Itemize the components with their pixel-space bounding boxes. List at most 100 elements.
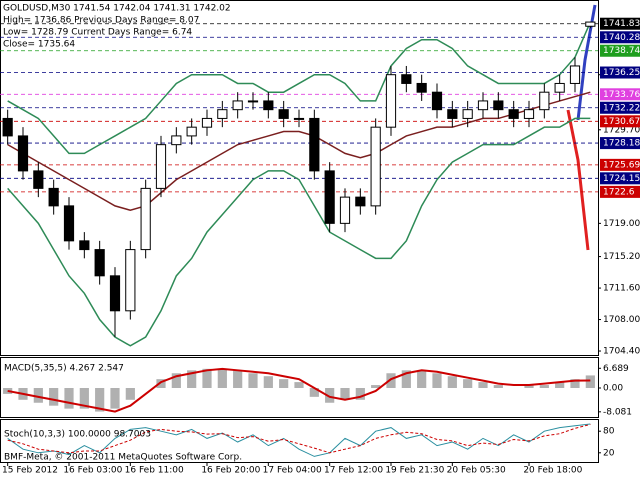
x-tick-label: 15 Feb 2012: [2, 466, 58, 476]
indicator-line: [7, 91, 591, 212]
level-box: [600, 66, 640, 79]
bar: [432, 373, 442, 388]
x-tick-label: 17 Feb 12:00: [324, 466, 383, 476]
stoch-panel: [0, 419, 599, 463]
bar: [325, 388, 335, 403]
bar: [79, 388, 89, 409]
panel-title: Stoch(10,3,3) 100.0000 98.7003: [4, 430, 151, 440]
candle-body: [48, 187, 59, 207]
level-box: [600, 31, 640, 44]
indicator-line: [7, 21, 592, 155]
level-box: [600, 158, 640, 171]
candle-body: [539, 91, 550, 111]
bar: [217, 368, 227, 388]
stoch-line: [7, 423, 591, 457]
candle-body: [447, 109, 458, 119]
candle-body: [324, 170, 335, 224]
candle-body: [17, 135, 29, 172]
level-box: [600, 185, 640, 198]
footer: BMF-Meta, © 2001-2011 MetaQuotes Softwar…: [4, 453, 242, 463]
level-label: 1724.15: [603, 174, 640, 184]
bar: [33, 388, 43, 403]
y-tick-label: 1719.00: [603, 219, 640, 229]
bar: [233, 370, 243, 388]
bar: [493, 385, 503, 388]
level-label: 1733.76: [603, 90, 640, 100]
y-tick-label: -8.081: [603, 407, 632, 417]
candle-body: [155, 144, 167, 189]
level-label: 1725.69: [603, 160, 640, 170]
indicator-line: [7, 117, 591, 347]
bar: [524, 385, 534, 388]
x-tick-label: 16 Feb 03:00: [63, 466, 122, 476]
bar: [294, 382, 304, 388]
candle-body: [33, 170, 44, 189]
candle-body: [339, 196, 351, 224]
candle-body: [232, 100, 243, 111]
candle-body: [293, 117, 305, 120]
candle-body: [416, 82, 427, 93]
candle-body: [569, 65, 581, 84]
candle-body: [554, 82, 565, 93]
candle-body: [508, 109, 519, 119]
bar: [125, 388, 135, 400]
candle-body: [370, 126, 381, 207]
candle-body: [493, 100, 504, 111]
candle-body: [109, 275, 121, 312]
bar: [478, 382, 488, 388]
level-box: [600, 101, 640, 114]
level-label: 1732.22: [603, 103, 640, 113]
x-tick-label: 17 Feb 04:00: [263, 466, 322, 476]
bar: [248, 373, 258, 388]
level-label: 1741.83: [603, 19, 640, 29]
candle-body: [585, 21, 596, 27]
bar: [570, 379, 580, 388]
bar: [401, 370, 411, 388]
bar: [279, 379, 289, 388]
bar: [555, 382, 565, 388]
bar: [95, 388, 105, 412]
bar: [64, 388, 74, 409]
candle-body: [125, 249, 136, 312]
candle-body: [2, 117, 13, 137]
candle-body: [63, 205, 75, 242]
x-tick-label: 16 Feb 11:00: [125, 466, 184, 476]
level-box: [600, 17, 640, 30]
level-box: [600, 88, 640, 101]
y-tick-label: 1704.40: [603, 347, 640, 357]
candle-body: [140, 187, 151, 251]
bar: [371, 385, 381, 388]
candle-body: [523, 109, 535, 119]
x-tick-label: 16 Feb 20:00: [201, 466, 260, 476]
level-label: 1730.67: [603, 117, 640, 127]
bar: [340, 388, 350, 400]
bar: [386, 373, 396, 388]
candle-body: [263, 100, 274, 111]
bar: [110, 388, 120, 409]
level-box: [600, 137, 640, 150]
bar: [463, 379, 473, 388]
candle-body: [186, 126, 197, 137]
bar: [417, 370, 427, 388]
candle-body: [171, 135, 182, 146]
y-tick-label: 1729.70: [603, 125, 640, 135]
candle-body: [247, 100, 259, 103]
candle-body: [94, 249, 105, 277]
x-tick-label: 20 Feb 05:30: [447, 466, 506, 476]
bar: [187, 370, 197, 388]
x-tick-label: 19 Feb 21:30: [385, 466, 444, 476]
annotation: High= 1736.86 Previous Days Range= 8.07: [3, 16, 199, 26]
signal-line: [7, 367, 591, 413]
candle-body: [462, 109, 473, 119]
candle-body: [79, 240, 90, 251]
level-label: 1728.18: [603, 139, 640, 149]
bar: [309, 388, 319, 397]
level-box: [600, 44, 640, 57]
bar: [202, 368, 212, 388]
candle-body: [431, 91, 443, 111]
panel-title: MACD(5,35,5) 4.267 2.547: [4, 364, 124, 374]
arrow: [566, 109, 590, 251]
level-label: 1740.28: [603, 33, 640, 43]
